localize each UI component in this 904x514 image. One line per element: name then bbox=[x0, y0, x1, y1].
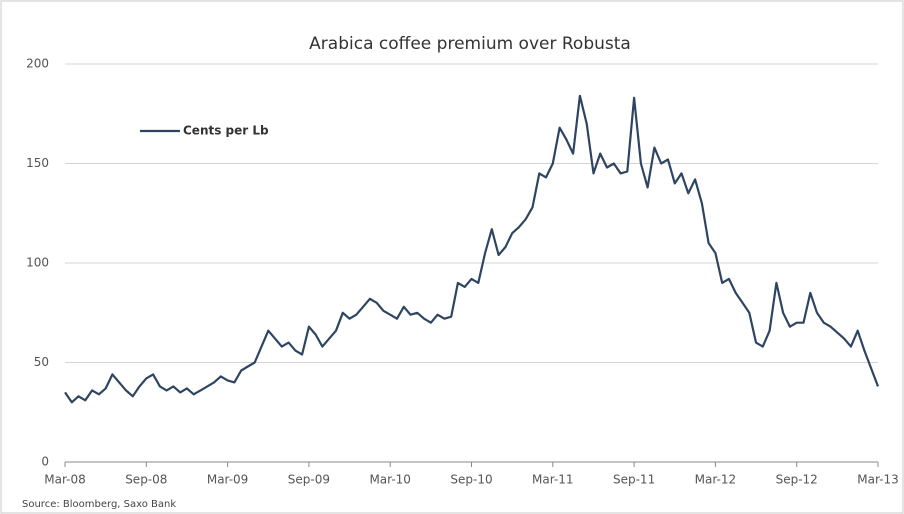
x-tick-label: Sep-10 bbox=[450, 473, 492, 487]
x-tick-label: Mar-12 bbox=[695, 473, 736, 487]
y-tick-label: 0 bbox=[41, 455, 49, 469]
x-tick-label: Mar-11 bbox=[532, 473, 573, 487]
x-tick-label: Sep-08 bbox=[125, 473, 167, 487]
source: Source: Bloomberg, Saxo Bank bbox=[22, 499, 176, 510]
chart-title: Arabica coffee premium over Robusta bbox=[309, 34, 631, 54]
x-tick-label: Sep-11 bbox=[613, 473, 655, 487]
x-tick-label: Sep-12 bbox=[776, 473, 818, 487]
y-tick-label: 100 bbox=[26, 256, 49, 270]
x-tick-label: Mar-10 bbox=[369, 473, 410, 487]
x-tick-label: Mar-08 bbox=[44, 473, 85, 487]
legend-label: Cents per Lb bbox=[183, 124, 269, 138]
x-tick-label: Sep-09 bbox=[288, 473, 330, 487]
y-tick-label: 50 bbox=[34, 355, 49, 369]
x-tick-label: Mar-09 bbox=[207, 473, 248, 487]
y-tick-label: 150 bbox=[26, 156, 49, 170]
series-line bbox=[64, 94, 880, 404]
y-tick-label: 200 bbox=[26, 57, 49, 71]
x-tick-label: Mar-13 bbox=[857, 473, 898, 487]
